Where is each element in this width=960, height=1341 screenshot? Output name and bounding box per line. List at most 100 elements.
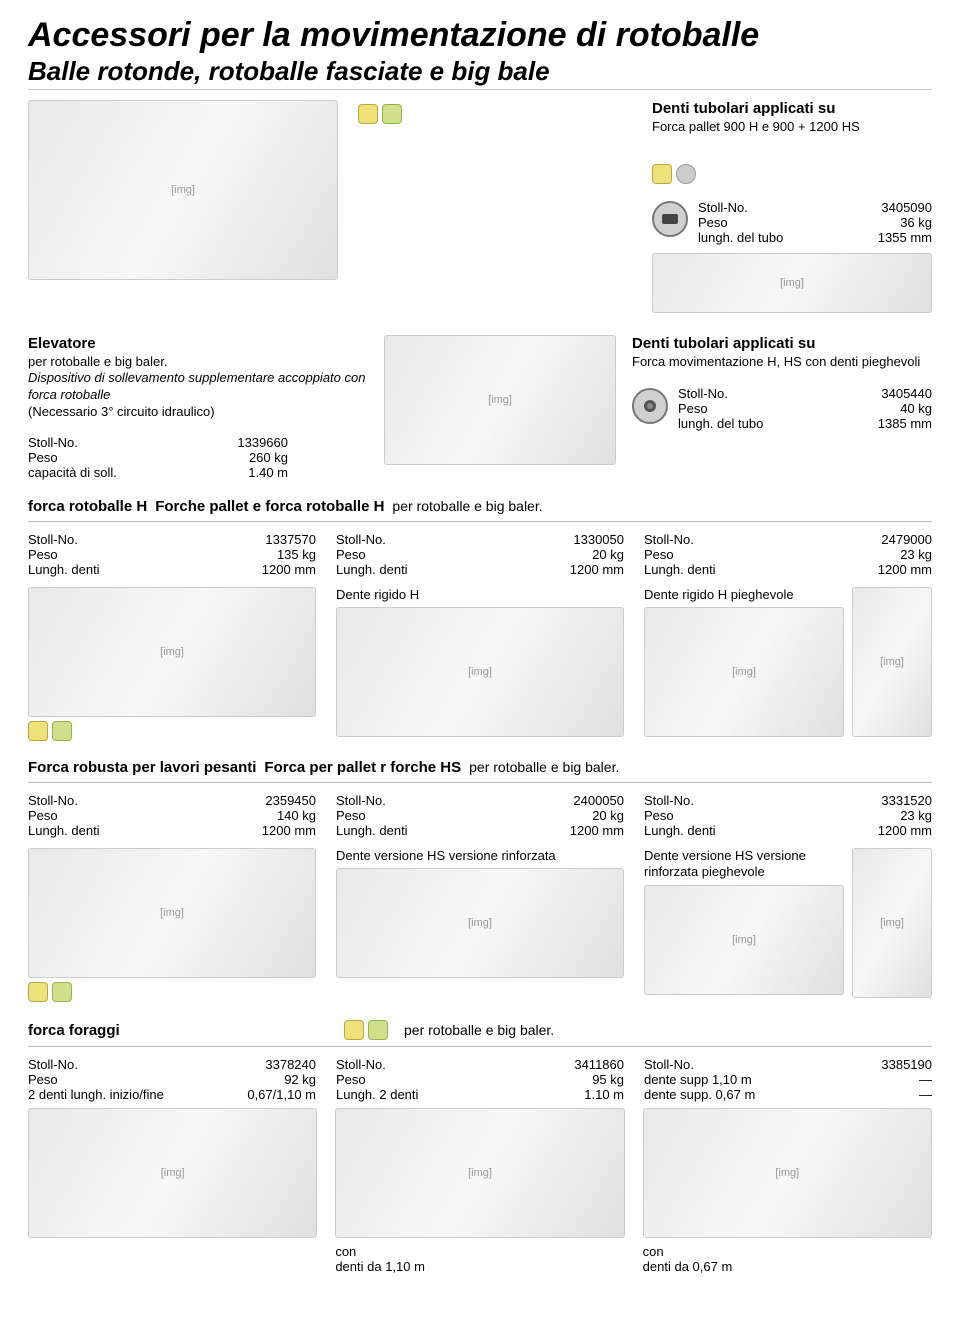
spec-label: Stoll-No. [336,532,406,547]
product-image: [img] [336,868,624,978]
spec-value: 3411860 [574,1057,624,1072]
section-tail: per rotoballe e big baler. [469,759,619,775]
product-image-detail: [img] [852,587,932,737]
spec-value: — [919,1087,932,1102]
spec-value: 1.40 m [248,465,288,480]
spec-label: Stoll-No. [28,435,98,450]
spec-value: 1337570 [265,532,316,547]
divider [28,1046,932,1047]
spec-label: 2 denti lungh. inizio/fine [28,1087,184,1102]
spec-label: Lungh. 2 denti [336,1087,438,1102]
bale-icon [52,721,72,741]
spec-label: Stoll-No. [28,532,98,547]
denti-mid-desc: Forca movimentazione H, HS con denti pie… [632,354,932,371]
section-foraggi-title: forca foraggi per rotoballe e big baler. [28,1020,932,1040]
bale-icon [28,982,48,1002]
spec-value: 135 kg [277,547,316,562]
product-image: [img] [28,848,316,978]
spec-value: 1385 mm [878,416,932,431]
spec-label: Peso [644,547,694,562]
spec-label: Peso [28,547,78,562]
spec-label: Peso [336,808,386,823]
product-image-foraggi: [img] [643,1108,932,1238]
denti-top-heading: Denti tubolari applicati su [652,100,932,117]
spec-value: 260 kg [249,450,288,465]
product-image: [img] [28,587,316,717]
product-image-detail: [img] [852,848,932,998]
section-label: Forca robusta per lavori pesanti [28,759,256,776]
spec-value: 3405440 [881,386,932,401]
spec-label: Lungh. denti [644,823,736,838]
product-image: [img] [644,885,844,995]
tube-section-icon [652,201,688,237]
spec-value: 1200 mm [878,823,932,838]
denti-mid-heading: Denti tubolari applicati su [632,335,932,352]
elevatore-heading: Elevatore [28,335,368,352]
bale-icon [676,164,696,184]
product-image: [img] [336,607,624,737]
bale-icon [382,104,402,124]
product-image-foraggi: [img] [335,1108,624,1238]
tube-section-icon [632,388,668,424]
spec-value: 20 kg [592,808,624,823]
bale-icon [344,1020,364,1040]
spec-label: Lungh. denti [644,562,736,577]
elevatore-line: per rotoballe e big baler. [28,354,368,371]
page-header: Accessori per la movimentazione di rotob… [28,18,932,87]
spec-label: capacità di soll. [28,465,137,480]
spec-value: 3405090 [881,200,932,215]
elevatore-line: (Necessario 3° circuito idraulico) [28,404,368,421]
spec-value: 3385190 [881,1057,932,1072]
section-mid: Forche pallet e forca rotoballe H [155,498,384,515]
spec-value: 2479000 [881,532,932,547]
section-mid: Forca per pallet r forche HS [264,759,461,776]
spec-value: 92 kg [284,1072,316,1087]
image-caption: Dente rigido H [336,587,624,603]
spec-value: 140 kg [277,808,316,823]
bale-icon [368,1020,388,1040]
spec-label: Peso [698,215,748,230]
spec-value: 1355 mm [878,230,932,245]
denti-top-desc: Forca pallet 900 H e 900 + 1200 HS [652,119,932,136]
spec-label: Lungh. denti [336,562,428,577]
spec-label: Stoll-No. [644,1057,714,1072]
section-h-title: forca rotoballe H Forche pallet e forca … [28,498,932,515]
spec-label: Peso [678,401,728,416]
spec-value: 3378240 [265,1057,316,1072]
spec-value: — [919,1072,932,1087]
section-tail: per rotoballe e big baler. [404,1022,554,1038]
spec-label: Stoll-No. [644,532,714,547]
bale-icon [52,982,72,1002]
spec-value: 1200 mm [262,562,316,577]
spec-value: 2400050 [573,793,624,808]
spec-label: Peso [336,547,386,562]
spec-value: 3331520 [881,793,932,808]
spec-label: lungh. del tubo [698,230,803,245]
section-label: forca foraggi [28,1022,328,1039]
spec-value: 1200 mm [878,562,932,577]
product-image-fork: [img] [384,335,616,465]
spec-label: Stoll-No. [644,793,714,808]
spec-value: 95 kg [592,1072,624,1087]
product-image: [img] [644,607,844,737]
spec-value: 23 kg [900,808,932,823]
spec-label: Peso [644,808,694,823]
image-caption: Dente versione HS versione rinforzata pi… [644,848,844,881]
spec-label: Stoll-No. [28,793,98,808]
product-image-tube: [img] [652,253,932,313]
spec-label: Stoll-No. [28,1057,98,1072]
section-tail: per rotoballe e big baler. [392,498,542,514]
spec-value: 36 kg [900,215,932,230]
bale-icon [652,164,672,184]
spec-label: dente supp 1,10 m [644,1072,772,1087]
spec-value: 23 kg [900,547,932,562]
spec-value: 1200 mm [570,823,624,838]
spec-value: 0,67/1,10 m [247,1087,316,1102]
page-subtitle: Balle rotonde, rotoballe fasciate e big … [28,56,932,87]
spec-value: 1200 mm [570,562,624,577]
spec-label: Lungh. denti [28,823,120,838]
image-caption: con denti da 1,10 m [335,1244,624,1274]
bale-icon [358,104,378,124]
spec-label: Peso [28,450,78,465]
spec-label: Stoll-No. [336,793,406,808]
